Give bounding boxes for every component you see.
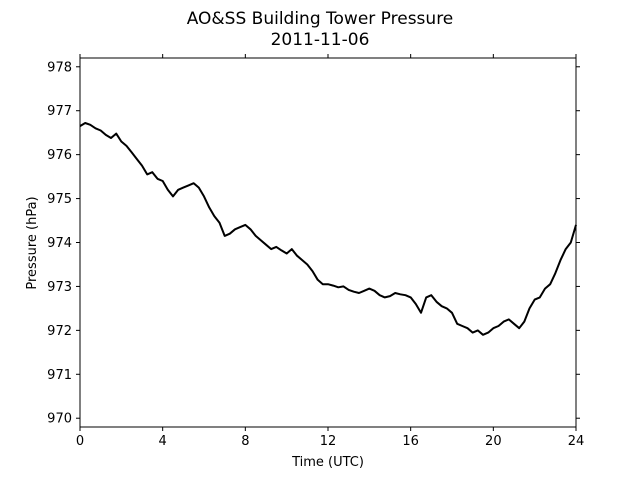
chart-subtitle: 2011-11-06 [271,30,370,50]
series-layer [79,122,577,336]
y-tick-label: 974 [47,236,72,251]
y-tick-label: 976 [47,148,72,163]
y-tick-label: 971 [47,368,72,383]
y-tick-label: 977 [47,104,72,119]
pressure-series-line [79,122,577,336]
y-tick-label: 972 [47,324,72,339]
axis-ticks: 0 4 8 12 16 20 24 970 971 972 973 974 975 976 977 978 [47,54,584,449]
x-tick-label: 12 [320,434,337,449]
y-tick-label: 970 [47,412,72,427]
y-tick-label: 978 [47,60,72,75]
y-tick-label: 973 [47,280,72,295]
x-tick-label: 20 [485,434,502,449]
plot-frame [79,57,577,428]
y-axis-label: Pressure (hPa) [25,196,40,289]
x-axis-label: Time (UTC) [291,455,364,470]
y-tick-label: 975 [47,192,72,207]
x-tick-label: 8 [241,434,249,449]
x-tick-label: 4 [159,434,167,449]
x-tick-label: 0 [76,434,84,449]
x-tick-label: 24 [568,434,585,449]
x-tick-label: 16 [402,434,419,449]
chart-title: AO&SS Building Tower Pressure [187,9,454,29]
